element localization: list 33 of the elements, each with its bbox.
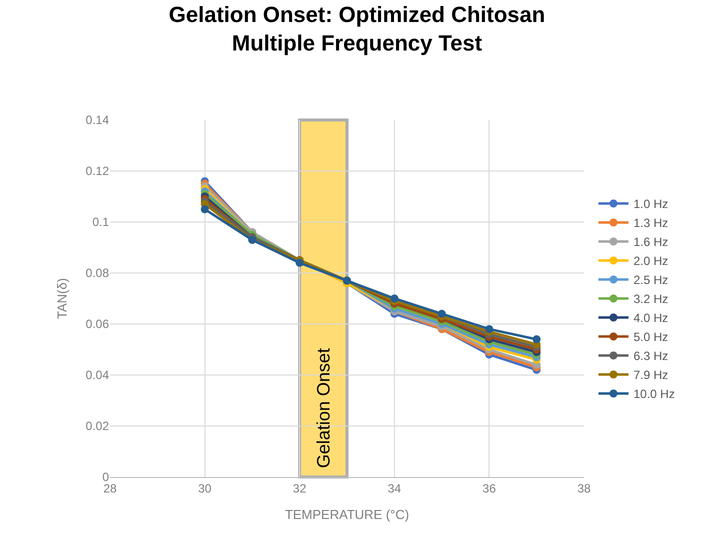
y-axis-title: TAN(δ) — [54, 278, 70, 319]
y-tick-label: 0.08 — [86, 266, 110, 280]
y-tick-label: 0.12 — [86, 164, 110, 178]
legend-label: 4.0 Hz — [633, 311, 668, 326]
point — [200, 205, 209, 214]
y-tick-label: 0.06 — [86, 317, 110, 332]
legend-label: 2.0 Hz — [633, 254, 668, 268]
point — [485, 325, 494, 334]
x-tick-label: 36 — [482, 481, 496, 496]
legend-label: 10.0 Hz — [633, 387, 675, 402]
legend-label: 1.6 Hz — [633, 235, 668, 250]
x-tick-label: 38 — [577, 481, 591, 496]
legend-label: 3.2 Hz — [633, 292, 668, 306]
legend-label: 6.3 Hz — [633, 349, 668, 364]
x-tick-label: 32 — [292, 481, 307, 496]
legend-label: 2.5 Hz — [633, 273, 668, 288]
x-tick-label: 34 — [388, 481, 402, 496]
y-tick-label: 0.1 — [92, 215, 110, 230]
point — [390, 294, 398, 302]
point — [438, 310, 446, 318]
x-axis-title: TEMPERATURE (°C) — [284, 507, 410, 522]
band-label: Gelation Onset — [313, 348, 334, 468]
point — [296, 258, 304, 267]
y-tick-label: 0.02 — [86, 419, 110, 434]
legend-label: 7.9 Hz — [633, 368, 668, 382]
x-tick-label: 30 — [198, 481, 212, 496]
legend-label: 1.3 Hz — [633, 216, 668, 230]
y-tick-label: 0.04 — [86, 368, 110, 382]
point — [532, 335, 541, 344]
y-tick-label: 0.14 — [86, 113, 110, 128]
legend-label: 5.0 Hz — [633, 330, 668, 344]
chart-title: Gelation Onset: Optimized Chitosan Multiple Frequency Test — [168, 2, 546, 56]
legend-label: 1.0 Hz — [633, 197, 668, 212]
